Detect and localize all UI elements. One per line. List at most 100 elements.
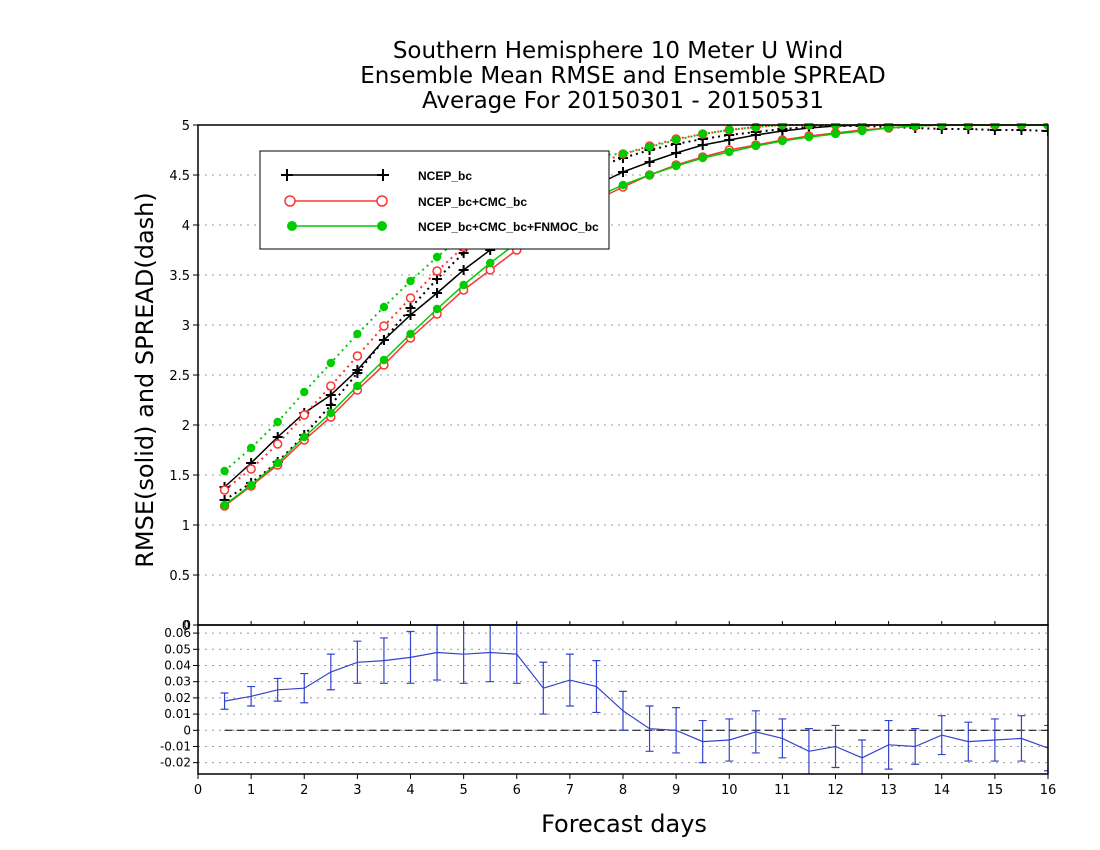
error-bar	[326, 653, 335, 691]
error-bar	[645, 705, 654, 752]
y-tick-label: 0.04	[164, 658, 191, 672]
error-bar	[937, 715, 946, 756]
error-bar	[406, 630, 415, 684]
error-bar	[911, 728, 920, 765]
data-point	[379, 302, 389, 312]
data-point	[325, 400, 336, 410]
data-point	[778, 136, 787, 146]
y-tick-label: 0.05	[164, 642, 191, 656]
diff-series-line	[224, 651, 1048, 759]
x-tick-label: 7	[566, 783, 574, 798]
y-tick-label: -0.02	[160, 756, 191, 770]
error-bar	[1017, 715, 1026, 762]
error-bar	[539, 661, 548, 715]
data-point	[326, 408, 336, 418]
error-bar	[672, 706, 681, 754]
x-tick-label: 12	[827, 783, 844, 798]
data-point	[432, 304, 442, 314]
data-point	[246, 443, 256, 453]
data-point	[272, 439, 283, 449]
data-point	[671, 161, 681, 171]
x-tick-label: 9	[672, 783, 680, 798]
y-tick-label: 1.5	[169, 469, 190, 484]
data-point	[698, 153, 707, 163]
data-point	[751, 123, 761, 132]
legend-label-ncep-cmc: NCEP_bc+CMC_bc	[418, 195, 527, 209]
data-point	[751, 141, 761, 151]
data-point	[220, 466, 229, 476]
data-point	[299, 410, 309, 420]
x-tick-label: 15	[987, 783, 1004, 798]
x-tick-label: 8	[619, 783, 627, 798]
data-point	[645, 170, 654, 180]
data-point	[406, 276, 415, 286]
legend-box	[259, 150, 610, 250]
data-point	[273, 458, 282, 468]
data-point	[220, 500, 229, 510]
y-tick-label: 2	[182, 419, 190, 434]
error-bar	[858, 739, 867, 774]
data-point	[300, 432, 309, 442]
y-tick-label: 0.06	[164, 626, 191, 640]
data-point	[246, 464, 256, 474]
error-bar	[565, 653, 574, 707]
error-bar	[990, 718, 999, 762]
data-point	[671, 135, 681, 145]
open-circle-marker-icon	[376, 195, 388, 207]
error-bar	[459, 625, 468, 684]
error-bar	[592, 660, 601, 714]
error-bar	[751, 710, 760, 754]
data-point	[432, 252, 442, 262]
data-point	[352, 368, 363, 378]
panel-top-label: 0	[183, 618, 191, 632]
x-tick-label: 16	[1040, 783, 1057, 798]
error-bar	[486, 625, 495, 683]
y-tick-label: -0.01	[160, 739, 191, 753]
error-bar	[433, 625, 442, 681]
data-point	[725, 147, 734, 157]
error-bar	[698, 719, 707, 764]
x-axis-label: Forecast days	[541, 810, 707, 838]
error-bar	[778, 718, 787, 759]
error-bar	[619, 690, 627, 731]
data-point	[458, 265, 469, 275]
y-tick-label: 0	[182, 619, 190, 634]
data-point	[485, 258, 495, 268]
y-tick-label: 0.5	[169, 569, 190, 584]
x-tick-label: 5	[459, 783, 467, 798]
error-bar	[379, 637, 388, 684]
error-bar	[964, 721, 973, 762]
data-point	[405, 303, 416, 313]
legend-item-ncep-cmc: NCEP_bc+CMC_bc	[284, 195, 527, 209]
data-point	[219, 485, 230, 495]
error-bar	[247, 685, 256, 707]
data-point	[459, 280, 468, 290]
data-point	[485, 265, 495, 275]
x-tick-label: 14	[933, 783, 950, 798]
y-tick-label: 3.5	[169, 269, 190, 284]
filled-circle-marker-icon	[287, 221, 297, 231]
y-tick-label: 4	[182, 219, 190, 234]
chart-title-line-2: Ensemble Mean RMSE and Ensemble SPREAD	[360, 63, 885, 89]
x-tick-label: 3	[353, 783, 361, 798]
data-point	[804, 132, 814, 142]
x-tick-label: 11	[774, 783, 791, 798]
open-circle-marker-icon	[284, 195, 296, 207]
data-point	[325, 390, 336, 400]
data-point	[353, 329, 362, 339]
error-bar	[884, 719, 893, 770]
legend-label-ncep: NCEP_bc	[418, 169, 472, 183]
data-point	[352, 351, 363, 361]
y-tick-label: 3	[182, 319, 190, 334]
x-tick-label: 2	[300, 783, 308, 798]
x-tick-label: 6	[513, 783, 521, 798]
y-tick-label: 0.01	[164, 707, 191, 721]
error-bar	[273, 677, 282, 702]
y-tick-label: 0.02	[164, 691, 191, 705]
chart-title-line-1: Southern Hemisphere 10 Meter U Wind	[393, 38, 843, 64]
x-tick-label: 4	[406, 783, 414, 798]
error-bar	[831, 724, 840, 769]
legend-label-ncep-cmc-fnmoc: NCEP_bc+CMC_bc+FNMOC_bc	[418, 220, 599, 234]
